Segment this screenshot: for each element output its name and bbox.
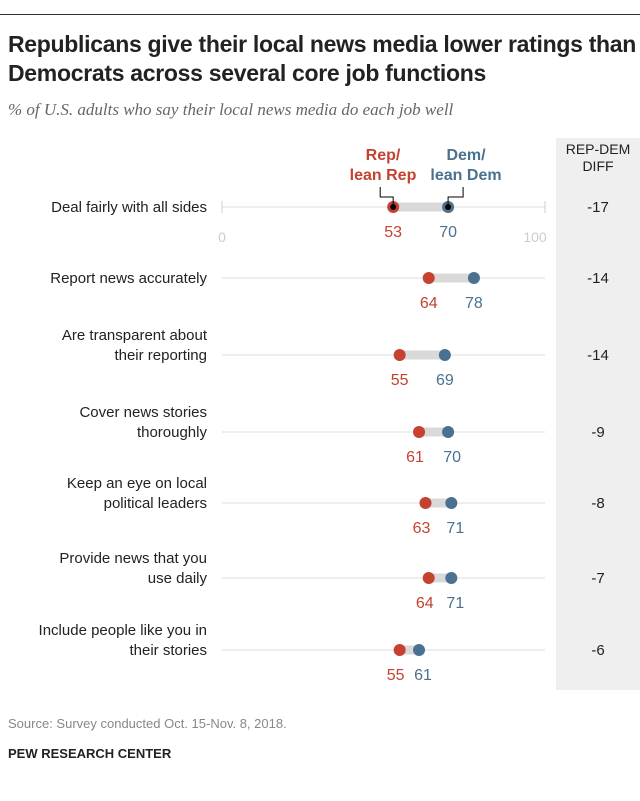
- diff-value: -8: [591, 495, 604, 512]
- category-label: Cover news stories: [79, 404, 207, 421]
- category-label: Report news accurately: [50, 270, 207, 287]
- legend-dem: Dem/: [446, 147, 486, 164]
- legend-dem: lean Dem: [430, 167, 501, 184]
- diff-value: -6: [591, 642, 604, 659]
- diff-value: -14: [587, 347, 609, 364]
- rep-value-label: 64: [420, 295, 438, 312]
- diff-value: -17: [587, 199, 609, 216]
- diff-value: -14: [587, 270, 609, 287]
- rep-dot: [419, 497, 432, 509]
- top-rule: [0, 14, 640, 15]
- diff-value: -7: [591, 570, 604, 587]
- dem-value-label: 71: [446, 595, 464, 612]
- legend-rep: Rep/: [366, 147, 401, 164]
- dem-leader-line: [447, 187, 464, 207]
- diff-value: -9: [591, 424, 604, 441]
- rep-value-label: 61: [406, 449, 424, 466]
- dem-dot: [467, 272, 480, 284]
- source-note: Source: Survey conducted Oct. 15-Nov. 8,…: [8, 716, 287, 731]
- category-label: their reporting: [114, 347, 207, 364]
- rep-value-label: 63: [413, 520, 431, 537]
- rep-value-label: 55: [387, 667, 405, 684]
- rep-dot: [422, 272, 435, 284]
- category-label: Include people like you in: [39, 622, 207, 639]
- rep-dot: [393, 349, 406, 361]
- dem-value-label: 61: [414, 667, 432, 684]
- diff-header-line1: REP-DEM: [565, 141, 631, 157]
- category-label: Keep an eye on local: [67, 475, 207, 492]
- dem-dot: [413, 644, 426, 656]
- dem-value-label: 70: [439, 224, 457, 241]
- diff-column: [556, 138, 640, 690]
- rep-dot: [413, 426, 426, 438]
- dem-dot: [438, 349, 451, 361]
- dem-value-label: 78: [465, 295, 483, 312]
- dem-dot: [445, 497, 458, 509]
- rep-dot: [393, 644, 406, 656]
- category-label: Are transparent about: [62, 327, 208, 344]
- rep-leader-line: [379, 187, 394, 207]
- dem-value-label: 69: [436, 372, 454, 389]
- x-tick-label: 0: [218, 229, 226, 245]
- rep-value-label: 64: [416, 595, 434, 612]
- dem-dot: [442, 426, 455, 438]
- org-logo: PEW RESEARCH CENTER: [8, 746, 172, 761]
- category-label: political leaders: [104, 495, 207, 512]
- diff-header: REP-DEM DIFF: [556, 141, 640, 175]
- rep-value-label: 53: [384, 224, 402, 241]
- category-label: use daily: [148, 570, 208, 587]
- dem-value-label: 71: [446, 520, 464, 537]
- rep-dot: [422, 572, 435, 584]
- dem-value-label: 70: [443, 449, 461, 466]
- category-label: Provide news that you: [59, 550, 207, 567]
- x-tick-label: 100: [523, 229, 547, 245]
- category-label: their stories: [129, 642, 207, 659]
- legend-rep: lean Rep: [350, 167, 417, 184]
- category-label: Deal fairly with all sides: [51, 199, 207, 216]
- chart-subtitle: % of U.S. adults who say their local new…: [8, 100, 454, 119]
- rep-value-label: 55: [391, 372, 409, 389]
- chart-title: Republicans give their local news media …: [8, 31, 637, 86]
- diff-header-line2: DIFF: [582, 158, 614, 174]
- category-label: thoroughly: [137, 424, 208, 441]
- dem-dot: [445, 572, 458, 584]
